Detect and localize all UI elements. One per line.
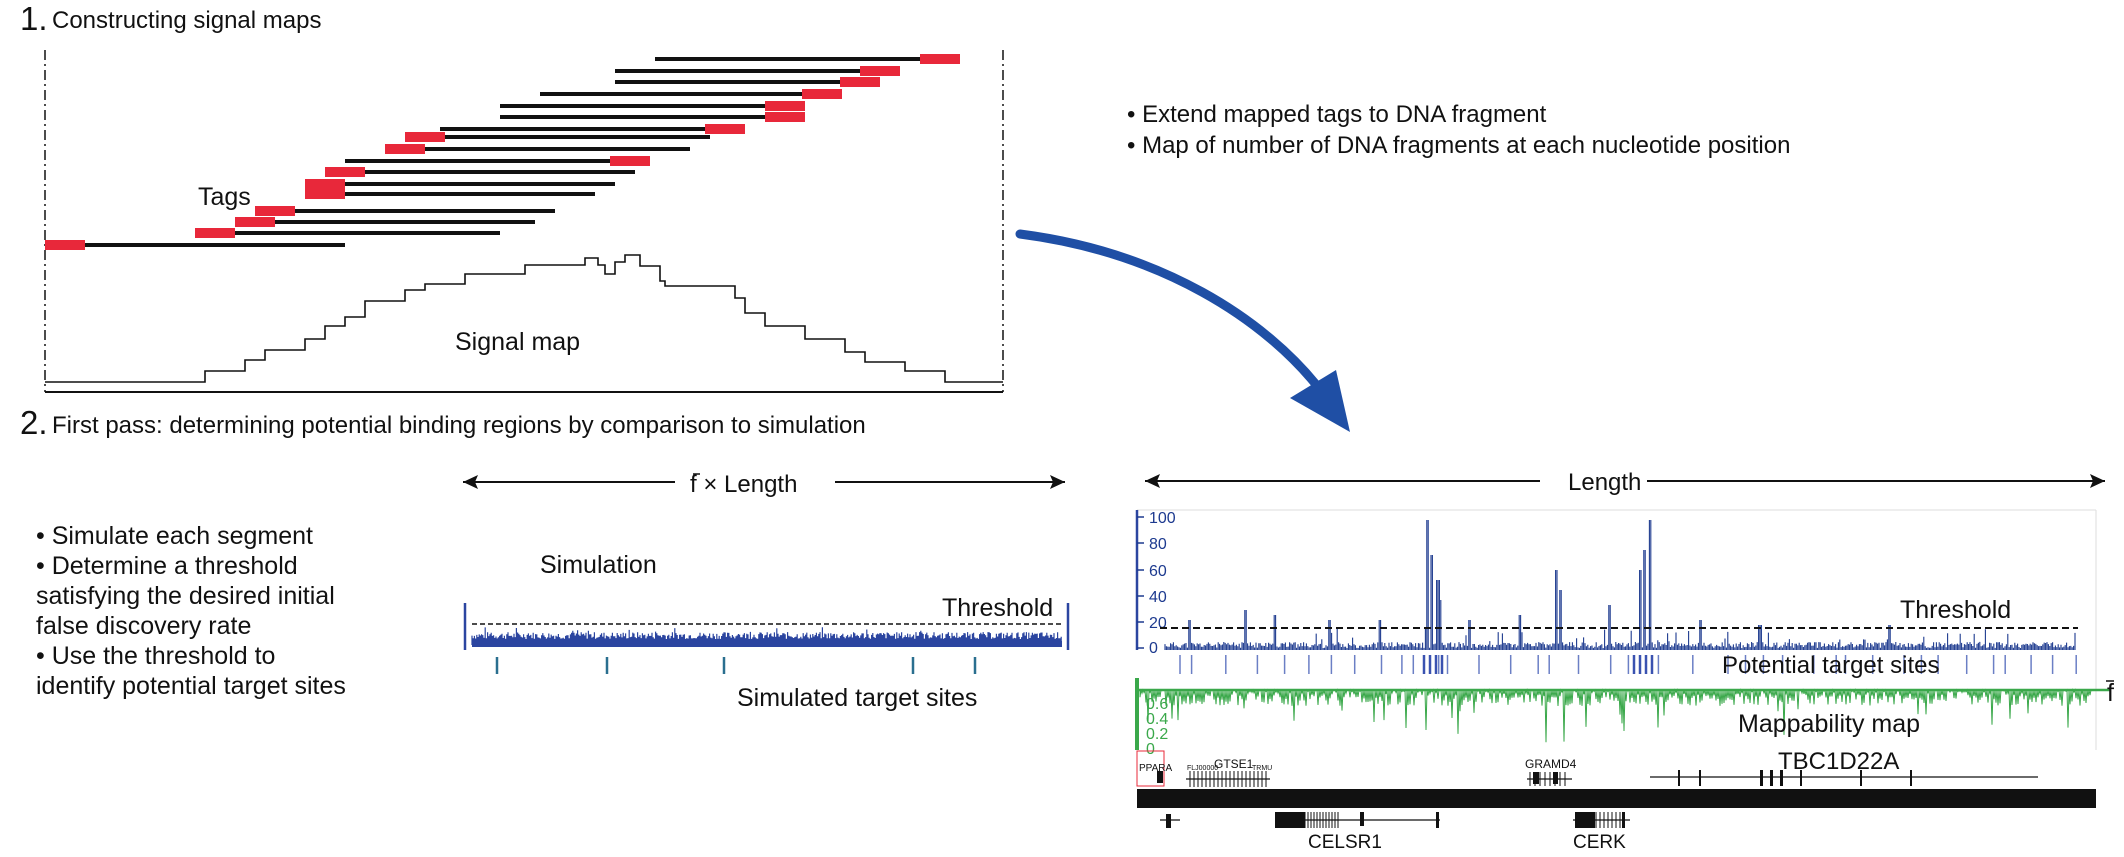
mapped-tag <box>610 156 650 166</box>
genome-threshold-label: Threshold <box>1900 596 2011 624</box>
sim-threshold-label: Threshold <box>942 594 1053 622</box>
ytick-80: 80 <box>1149 536 1167 553</box>
simulated-sites <box>495 657 977 674</box>
left-bullet-6: identify potential target sites <box>36 672 346 700</box>
ytick-20: 20 <box>1149 615 1167 632</box>
genome-arrowhead-right <box>2090 474 2105 488</box>
gene-exon <box>1360 812 1364 826</box>
gene-exon <box>1760 770 1763 786</box>
gene-ppara: PPARA <box>1139 763 1172 774</box>
mapped-tag <box>195 228 235 238</box>
top-bullet-1: • Extend mapped tags to DNA fragment <box>1127 101 1547 128</box>
gene-structures <box>1157 770 2038 828</box>
gene-trmu: TRMU <box>1252 765 1272 772</box>
genome-arrowhead-left <box>1145 474 1160 488</box>
simulation-title: Simulation <box>540 551 657 579</box>
gene-exon <box>1910 770 1912 786</box>
ytick-100: 100 <box>1149 510 1176 527</box>
mapped-tag <box>325 167 365 177</box>
map-tick-06: 0.6 <box>1146 696 1168 713</box>
section1-title: Constructing signal maps <box>52 7 321 34</box>
gene-flj: FLJ00000 <box>1187 765 1218 772</box>
mapped-tag <box>802 89 842 99</box>
map-tick-04: 0.4 <box>1146 711 1168 728</box>
gene-exon <box>1770 770 1773 786</box>
signal-map-label: Signal map <box>455 328 580 356</box>
mapped-tag <box>765 101 805 111</box>
genome-span-label: Length <box>1568 469 1641 496</box>
gene-tbc1d22a: TBC1D22A <box>1778 748 1899 775</box>
mappability-label: Mappability map <box>1738 710 1920 738</box>
ytick-40: 40 <box>1149 589 1167 606</box>
mapped-tag <box>385 144 425 154</box>
sim-arrowhead-left <box>463 475 478 489</box>
left-bullet-3: satisfying the desired initial <box>36 582 335 610</box>
left-bullet-2: • Determine a threshold <box>36 552 298 580</box>
mappability-track <box>1139 688 2092 743</box>
signal-bars <box>1164 520 2076 650</box>
left-bullet-4: false discovery rate <box>36 612 251 640</box>
mapped-tag <box>860 66 900 76</box>
sim-sites-label: Simulated target sites <box>737 684 977 712</box>
section1-number: 1. <box>20 0 48 37</box>
mapped-tag <box>920 54 960 64</box>
map-tick-02: 0.2 <box>1146 726 1168 743</box>
mapped-tag <box>840 77 880 87</box>
ytick-0: 0 <box>1149 640 1158 657</box>
tags-label: Tags <box>198 183 251 211</box>
left-bullet-5: • Use the threshold to <box>36 642 275 670</box>
section2-number: 2. <box>20 404 48 441</box>
signal-y-ticks <box>1137 516 1144 649</box>
gene-exon <box>1699 770 1701 786</box>
flow-arrow-shaft <box>1015 229 1327 397</box>
mapped-tag <box>405 132 445 142</box>
mapped-tag <box>235 217 275 227</box>
mapped-tag <box>305 179 345 189</box>
top-bullet-2: • Map of number of DNA fragments at each… <box>1127 132 1790 159</box>
gene-exon <box>1860 770 1862 786</box>
mappability-trace <box>1139 688 2092 743</box>
gene-celsr1: CELSR1 <box>1308 832 1382 853</box>
chromosome-band <box>1137 789 2096 808</box>
gene-gramd4: GRAMD4 <box>1525 757 1577 771</box>
potential-sites-label: Potential target sites <box>1722 652 1939 679</box>
gene-cerk: CERK <box>1573 832 1626 853</box>
mapped-tag <box>305 189 345 199</box>
sim-span-label: f × Length <box>690 471 797 498</box>
gene-gtse1: GTSE1 <box>1214 757 1254 771</box>
pparA-highlight-box <box>1136 750 1165 787</box>
ytick-60: 60 <box>1149 563 1167 580</box>
mapped-tag <box>45 240 85 250</box>
simulation-noise <box>471 627 1062 647</box>
f-label: f <box>2107 679 2114 707</box>
potential-sites-track <box>1179 655 2077 674</box>
mapped-tag <box>255 206 295 216</box>
sim-arrowhead-right <box>1050 475 1065 489</box>
gene-exon <box>1157 771 1163 783</box>
noise-base <box>472 641 1062 647</box>
signal-map-step-line <box>45 254 1003 383</box>
left-bullet-1: • Simulate each segment <box>36 522 313 550</box>
mapped-tag <box>705 124 745 134</box>
signal-y-tick-labels: 100 80 60 40 20 0 <box>1149 510 1176 657</box>
gene-exon <box>1678 770 1680 786</box>
flow-arrow-head <box>1290 370 1350 432</box>
map-tick-0: 0 <box>1146 741 1155 758</box>
gene-exon <box>1780 770 1783 786</box>
mapped-tag <box>765 112 805 122</box>
fragment-group <box>45 54 960 250</box>
section2-title: First pass: determining potential bindin… <box>52 412 866 439</box>
gene-exon <box>1166 814 1171 828</box>
gene-exon <box>1533 772 1539 784</box>
gene-exon <box>1800 770 1802 786</box>
genome-signal-track <box>1164 520 2076 650</box>
gene-exon <box>1436 812 1439 828</box>
